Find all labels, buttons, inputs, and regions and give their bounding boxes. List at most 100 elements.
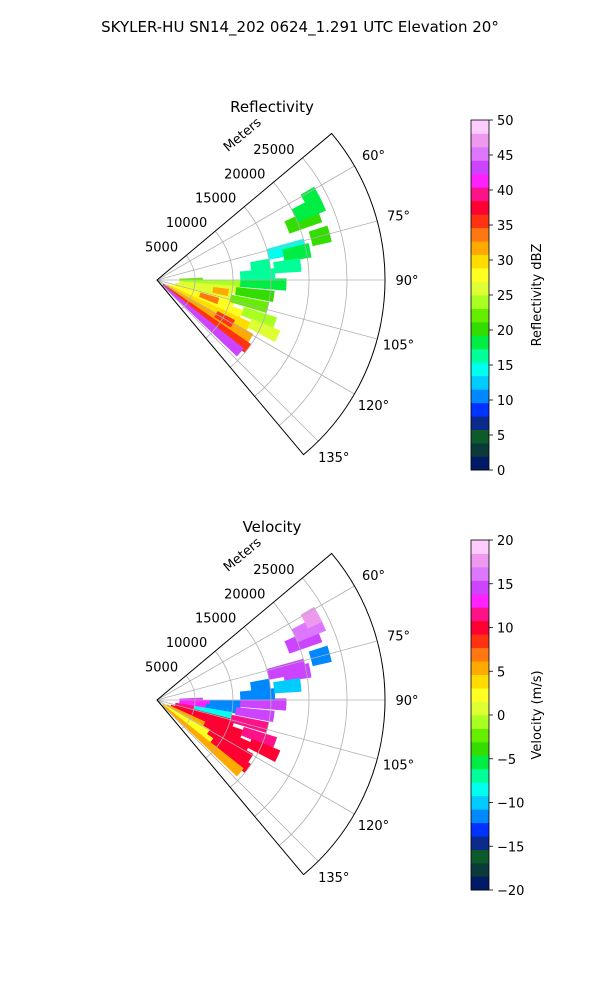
range-ring <box>254 602 310 817</box>
colorbar-swatch <box>471 836 489 851</box>
colorbar-tick-label: −20 <box>497 884 524 899</box>
range-tick-label: 15000 <box>195 612 236 627</box>
colorbar-tick-label: 5 <box>497 429 505 444</box>
colorbar-swatch <box>471 389 489 404</box>
figure-suptitle: SKYLER-HU SN14_202 0624_1.291 UTC Elevat… <box>101 18 499 37</box>
colorbar-tick-label: −15 <box>497 840 524 855</box>
range-ring <box>230 626 272 788</box>
azimuth-gridline <box>156 279 319 442</box>
colorbar-tick-label: −5 <box>497 753 516 768</box>
radar-panel-reflectivity: Reflectivity500010000150002000025000Mete… <box>145 98 545 479</box>
range-tick-label: 5000 <box>145 241 178 256</box>
colorbar-swatch <box>471 200 489 215</box>
colorbar-swatch <box>471 295 489 309</box>
colorbar-swatch <box>471 241 489 256</box>
colorbar-swatch <box>471 362 489 377</box>
colorbar-swatch <box>471 849 489 864</box>
data-cell <box>162 284 244 357</box>
colorbar-swatch <box>471 701 489 716</box>
colorbar-swatch <box>471 120 489 134</box>
azimuth-tick-label: 135° <box>318 451 349 466</box>
colorbar-swatch <box>471 647 489 662</box>
colorbar-swatch <box>471 254 489 269</box>
range-ring <box>205 650 234 759</box>
colorbar-swatch <box>471 809 489 824</box>
azimuth-gridline <box>156 699 355 815</box>
colorbar-swatch <box>471 443 489 457</box>
colorbar-swatch <box>471 227 489 242</box>
data-cell <box>250 258 271 272</box>
range-tick-label: 10000 <box>166 636 207 651</box>
colorbar-tick-label: 35 <box>497 219 514 234</box>
data-cell <box>247 318 281 343</box>
azimuth-gridline <box>156 279 378 340</box>
azimuth-tick-label: 105° <box>383 759 414 774</box>
azimuth-tick-label: 90° <box>395 274 418 289</box>
azimuth-tick-label: 75° <box>387 629 410 644</box>
azimuth-gridline <box>156 279 355 395</box>
range-tick-label: 20000 <box>224 167 265 182</box>
polar-grid <box>156 577 385 862</box>
colorbar-tick-label: 10 <box>497 622 514 637</box>
colorbar-tick-label: 30 <box>497 254 514 269</box>
colorbar-tick-label: 40 <box>497 184 514 199</box>
azimuth-tick-label: 90° <box>395 694 418 709</box>
colorbar-tick-label: 50 <box>497 114 514 129</box>
azimuth-tick-label: 75° <box>387 209 410 224</box>
colorbar-swatch <box>471 795 489 810</box>
colorbar-swatch <box>471 661 489 676</box>
data-cell <box>212 287 229 297</box>
colorbar-swatch <box>471 187 489 202</box>
colorbar-swatch <box>471 214 489 229</box>
colorbar-swatch <box>471 160 489 175</box>
data-cell <box>300 186 323 209</box>
colorbar-swatch <box>471 268 489 282</box>
colorbar-swatch <box>471 133 489 148</box>
colorbar-swatch <box>471 375 489 390</box>
colorbar-swatch <box>471 335 489 350</box>
colorbar-swatch <box>471 674 489 689</box>
data-cell <box>273 258 302 274</box>
sector-outline <box>156 132 386 456</box>
range-tick-label: 20000 <box>224 587 265 602</box>
colorbar: −20 −15 −10 −5 0 5 10 15 20 Velocity (m/s) <box>470 534 545 899</box>
range-tick-label: 25000 <box>253 563 294 578</box>
azimuth-gridline <box>156 165 355 281</box>
radar-panel-velocity: Velocity500010000150002000025000Meters60… <box>145 518 545 899</box>
range-tick-label: 25000 <box>253 143 294 158</box>
colorbar-swatch <box>471 321 489 336</box>
colorbar-swatch <box>471 863 489 877</box>
azimuth-tick-label: 105° <box>383 339 414 354</box>
colorbar-tick-label: 25 <box>497 289 514 304</box>
data-cell <box>282 243 312 262</box>
azimuth-gridline <box>156 220 378 281</box>
colorbar-swatch <box>471 580 489 595</box>
colorbar-tick-label: 15 <box>497 359 514 374</box>
colorbar-swatch <box>471 456 489 471</box>
colorbar-swatch <box>471 416 489 431</box>
colorbar: 0 5 10 15 20 25 30 35 40 45 50 Reflectivity dBZ <box>470 114 545 479</box>
range-ring <box>278 157 348 426</box>
colorbar-swatch <box>471 822 489 837</box>
azimuth-tick-label: 60° <box>362 149 385 164</box>
azimuth-gridline <box>156 699 319 862</box>
data-cell <box>235 287 275 303</box>
colorbar-tick-label: 0 <box>497 709 505 724</box>
azimuth-tick-label: 120° <box>358 819 389 834</box>
colorbar-swatch <box>471 429 489 444</box>
colorbar-swatch <box>471 607 489 622</box>
range-ring <box>205 230 234 339</box>
sector-outline <box>156 552 386 876</box>
panel-title: Reflectivity <box>230 98 314 116</box>
azimuth-tick-label: 120° <box>358 399 389 414</box>
colorbar-tick-label: 5 <box>497 665 505 680</box>
colorbar-swatch <box>471 553 489 568</box>
azimuth-gridline <box>156 585 355 701</box>
colorbar-swatch <box>471 146 489 161</box>
polar-grid <box>156 157 385 442</box>
colorbar-swatch <box>471 634 489 649</box>
azimuth-tick-label: 135° <box>318 871 349 886</box>
colorbar-tick-label: −10 <box>497 797 524 812</box>
data-cell <box>199 292 220 305</box>
